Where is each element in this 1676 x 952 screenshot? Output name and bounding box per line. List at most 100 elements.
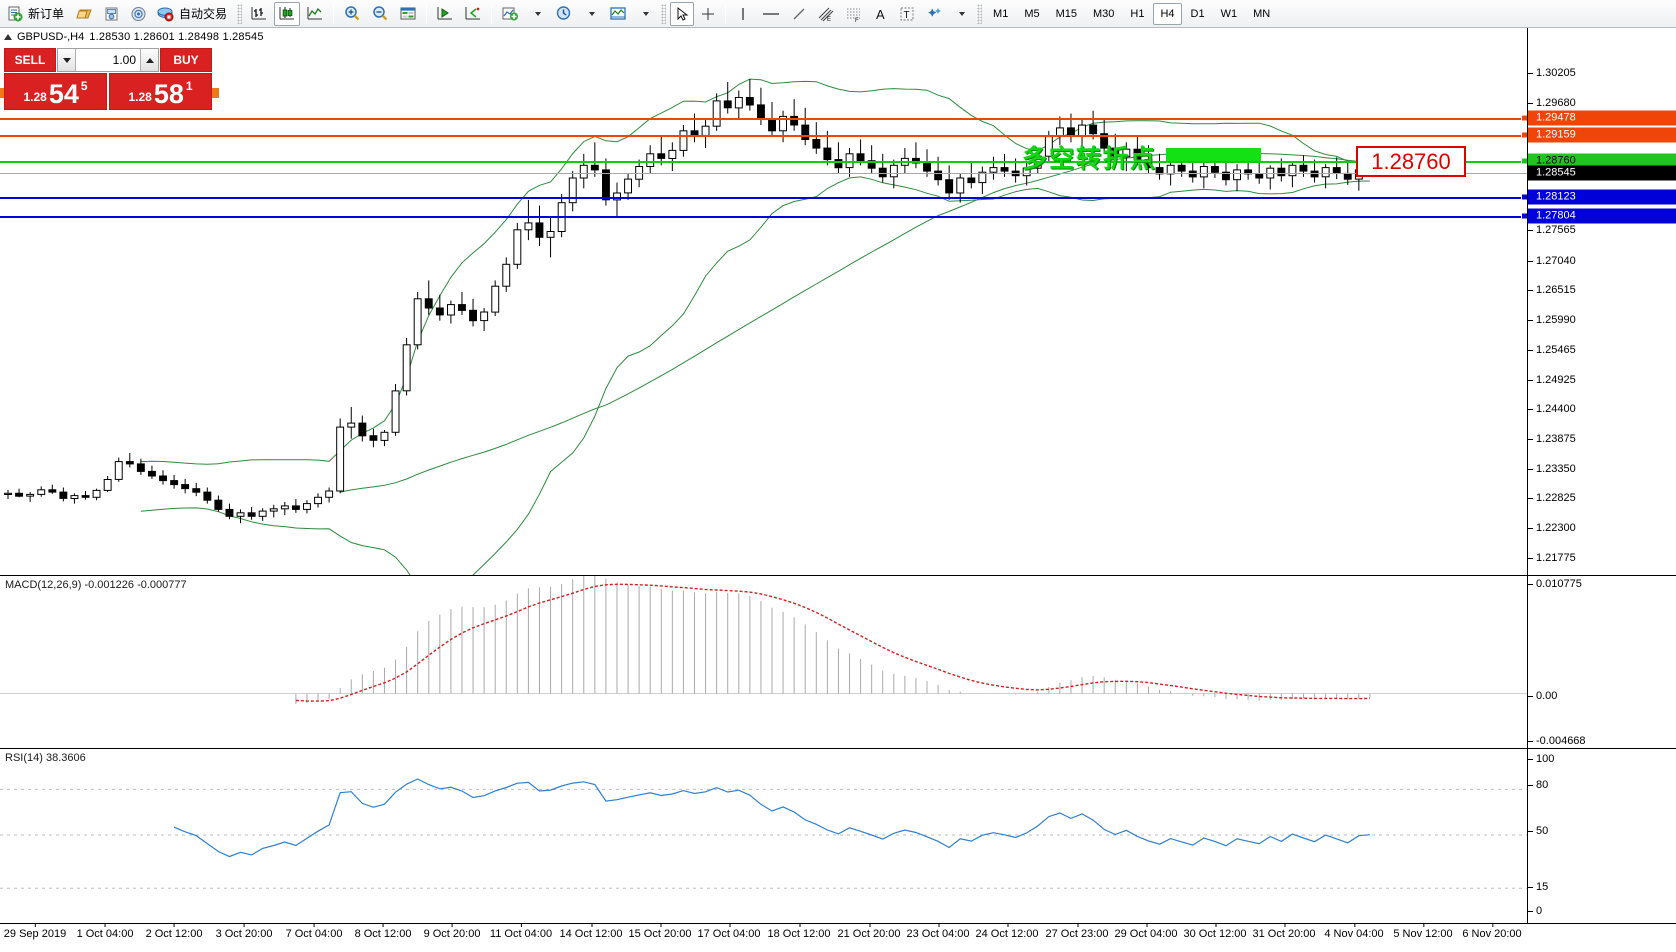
timeframe-m30[interactable]: M30	[1093, 7, 1115, 20]
chart-shift-icon	[465, 7, 481, 20]
volume-dropdown-button[interactable]	[58, 49, 76, 71]
price-line-handle[interactable]	[1521, 131, 1527, 139]
chevron-down-icon	[959, 11, 966, 16]
sell-price-display[interactable]: 1.28 54 5	[4, 73, 107, 110]
period-button[interactable]	[551, 2, 577, 26]
collapse-icon[interactable]	[4, 34, 12, 40]
time-tick: 31 Oct 20:00	[1252, 923, 1316, 940]
timeframe-d1[interactable]: D1	[1190, 7, 1205, 20]
equidistant-channel-button[interactable]: E	[813, 2, 839, 26]
price-pane[interactable]: 多空转折点 1.30205 1.29680 1.28760 1.27565 1.2704…	[0, 28, 1676, 575]
label-icon: T	[900, 7, 914, 21]
bar-chart-button[interactable]	[246, 2, 272, 26]
price-line-handle[interactable]	[1521, 114, 1527, 122]
price-label-pivot-green: 1.28760	[1528, 153, 1676, 169]
templates-button[interactable]	[605, 2, 631, 26]
chart-area[interactable]: 多空转折点 1.30205 1.29680 1.28760 1.27565 1.2704…	[0, 28, 1676, 952]
macd-tick: 0.00	[1527, 690, 1558, 702]
time-tick: 1 Oct 04:00	[76, 923, 134, 940]
shapes-icon	[928, 7, 942, 17]
line-chart-button[interactable]	[302, 2, 328, 26]
price-plot[interactable]: 多空转折点	[0, 28, 1528, 575]
price-line-handle[interactable]	[1521, 212, 1527, 220]
symbol-ohlc: 1.28530 1.28601 1.28498 1.28545	[89, 31, 264, 43]
time-tick: 3 Oct 20:00	[215, 923, 273, 940]
crosshair-button[interactable]	[696, 2, 720, 26]
price-scale[interactable]: 1.30205 1.29680 1.28760 1.27565 1.27040 1.265…	[1528, 28, 1676, 575]
toolbar-grip-timeframes[interactable]	[977, 3, 983, 24]
price-line-handle[interactable]	[1521, 157, 1527, 165]
indicators-button[interactable]	[497, 2, 523, 26]
sell-button[interactable]: SELL	[4, 48, 56, 72]
chevron-down-icon	[643, 11, 650, 16]
one-click-trading-panel[interactable]: SELL 1.00 BUY 1.28 54 5 1.28	[0, 48, 219, 110]
cursor-button[interactable]	[670, 1, 695, 26]
toolbar-grip-tools[interactable]	[661, 3, 667, 24]
shapes-dropdown[interactable]	[949, 2, 973, 26]
timeframe-h4[interactable]: H4	[1153, 2, 1182, 25]
macd-pane[interactable]: MACD(12,26,9) -0.001226 -0.000777 0.0107…	[0, 575, 1676, 748]
zoom-in-button[interactable]	[339, 2, 365, 26]
price-tick: 1.24400	[1528, 403, 1576, 415]
time-tick: 8 Oct 12:00	[354, 923, 412, 940]
rsi-pane[interactable]: RSI(14) 38.3606 100 80 50 15 0	[0, 748, 1676, 923]
timeframe-m15[interactable]: M15	[1055, 7, 1077, 20]
zoom-out-button[interactable]	[367, 2, 393, 26]
price-tick: 1.27565	[1528, 224, 1576, 236]
volume-increase-button[interactable]	[140, 49, 158, 71]
timeframe-h1[interactable]: H1	[1130, 7, 1145, 20]
timeframe-m1[interactable]: M1	[993, 7, 1009, 20]
time-tick: 5 Nov 12:00	[1393, 923, 1453, 940]
horizontal-line-button[interactable]	[757, 2, 785, 26]
toolbar-separator-4	[725, 3, 727, 24]
toolbar-grip-charts[interactable]	[237, 3, 243, 24]
symbol-name: GBPUSD-,H4	[17, 31, 85, 43]
signals-button[interactable]	[126, 2, 151, 26]
vline-icon	[742, 7, 744, 20]
price-line-handle[interactable]	[1521, 193, 1527, 201]
macd-plot[interactable]	[0, 576, 1528, 748]
time-tick: 15 Oct 20:00	[628, 923, 692, 940]
buy-button[interactable]: BUY	[160, 48, 212, 72]
macd-scale[interactable]: 0.010775 0.00 -0.004668	[1527, 576, 1676, 748]
text-button[interactable]: A	[869, 2, 893, 26]
time-tick: 9 Oct 20:00	[423, 923, 481, 940]
bar-chart-icon	[251, 7, 267, 20]
navigator-button[interactable]	[99, 2, 124, 26]
channel-icon: E	[818, 7, 834, 22]
timeframe-w1[interactable]: W1	[1220, 7, 1238, 20]
buy-price-display[interactable]: 1.28 58 1	[109, 73, 212, 110]
volume-value[interactable]: 1.00	[76, 49, 140, 71]
timeframe-m5[interactable]: M5	[1024, 7, 1040, 20]
auto-scroll-button[interactable]	[432, 2, 458, 26]
market-watch-button[interactable]	[72, 2, 97, 26]
indicators-dropdown[interactable]	[525, 2, 549, 26]
time-tick: 23 Oct 04:00	[906, 923, 970, 940]
cursor-icon	[677, 6, 689, 21]
time-axis[interactable]: 29 Sep 2019 1 Oct 04:00 2 Oct 12:00 3 Oct 2…	[0, 923, 1676, 952]
rsi-plot[interactable]	[0, 749, 1528, 923]
templates-dropdown[interactable]	[633, 2, 657, 26]
candlestick-chart-button[interactable]	[274, 1, 301, 26]
fibonacci-button[interactable]: F	[841, 2, 867, 26]
macd-tick: 0.010775	[1528, 578, 1582, 590]
chart-shift-button[interactable]	[460, 2, 486, 26]
macd-label: MACD(12,26,9) -0.001226 -0.000777	[4, 579, 188, 591]
chevron-down-icon	[62, 57, 71, 63]
vertical-line-button[interactable]	[731, 2, 755, 26]
period-dropdown[interactable]	[579, 2, 603, 26]
timeframe-mn[interactable]: MN	[1253, 7, 1271, 20]
volume-field[interactable]: 1.00	[57, 48, 159, 72]
autotrading-button[interactable]: 自动交易	[153, 2, 233, 26]
rsi-series	[0, 778, 1527, 889]
text-label-button[interactable]: T	[895, 2, 919, 26]
new-order-icon	[8, 6, 23, 21]
rsi-scale[interactable]: 100 80 50 15 0	[1527, 749, 1676, 923]
new-order-button[interactable]: 新订单	[3, 2, 70, 26]
shapes-button[interactable]	[921, 2, 947, 26]
time-tick: 17 Oct 04:00	[697, 923, 761, 940]
data-window-button[interactable]	[395, 2, 421, 26]
time-tick: 29 Oct 04:00	[1114, 923, 1178, 940]
trendline-button[interactable]	[787, 2, 811, 26]
